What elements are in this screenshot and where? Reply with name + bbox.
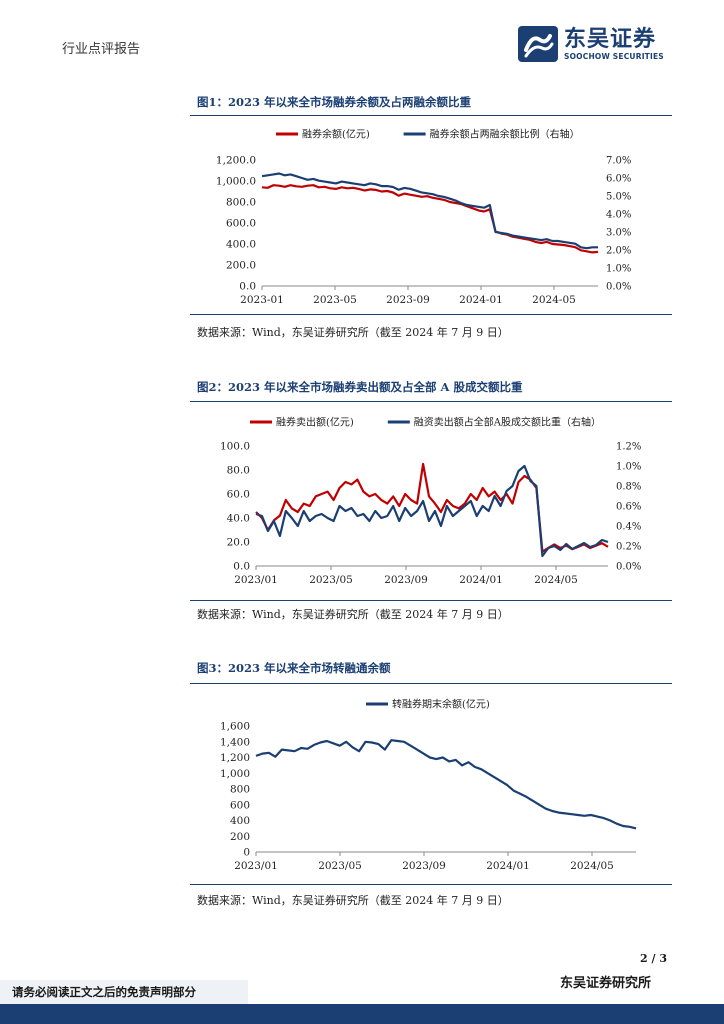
y-tick-label-1: 200.0 xyxy=(226,260,256,272)
y-tick-label-4: 800.0 xyxy=(226,197,256,209)
y2-tick-label-3: 3.0% xyxy=(606,228,631,239)
series-line-0 xyxy=(255,462,609,553)
figure-1-source: 数据来源：Wind，东吴证券研究所（截至 2024 年 7 月 9 日） xyxy=(197,326,509,339)
y-tick-label-3: 60.0 xyxy=(227,489,250,501)
y-tick-label-3: 600 xyxy=(230,799,250,811)
y-tick-label-1: 20.0 xyxy=(227,537,250,549)
y-tick-label-5: 1,000 xyxy=(220,768,250,780)
y-tick-label-3: 600.0 xyxy=(226,218,256,230)
y-tick-label-2: 400 xyxy=(230,815,250,827)
x-tick-label-4: 2024/05 xyxy=(534,574,578,586)
y-tick-label-4: 800 xyxy=(230,784,250,796)
y-tick-label-6: 1,200 xyxy=(220,752,250,764)
y-tick-label-7: 1,400 xyxy=(220,736,250,748)
y2-tick-label-0: 0.0% xyxy=(616,562,641,573)
figure-1-chart: 0.0 200.0 400.0 600.0 800.0 1,000.0 1,200.0 0.0… xyxy=(190,118,672,318)
legend-label-0: 融券余额(亿元) xyxy=(302,128,370,141)
x-tick-label-0: 2023-01 xyxy=(240,294,284,306)
y2-tick-label-2: 2.0% xyxy=(606,246,631,257)
x-tick-label-2: 2023/09 xyxy=(384,574,428,586)
figure-2-source: 数据来源：Wind，东吴证券研究所（截至 2024 年 7 月 9 日） xyxy=(197,608,509,621)
soochow-logo-icon xyxy=(518,26,558,62)
figure-3-chart: 0 200 400 600 800 1,000 1,200 1,400 1,600 2023/01… xyxy=(190,686,672,886)
figure-2-title: 图2：2023 年以来全市场融券卖出额及占全部 A 股成交额比重 xyxy=(197,380,523,394)
y2-tick-label-5: 5.0% xyxy=(606,192,631,203)
y-tick-label-1: 200 xyxy=(230,831,250,843)
y2-tick-label-2: 0.4% xyxy=(616,522,641,533)
figure-3-bottom-rule xyxy=(190,884,672,885)
y2-tick-label-1: 0.2% xyxy=(616,542,641,553)
y-tick-label-0: 0.0 xyxy=(233,561,250,573)
x-tick-label-3: 2024/01 xyxy=(459,574,503,586)
y2-tick-label-5: 1.0% xyxy=(616,462,641,473)
y-tick-label-2: 40.0 xyxy=(227,513,250,525)
x-tick-label-1: 2023-05 xyxy=(313,294,357,306)
y-tick-label-0: 0.0 xyxy=(239,281,256,293)
footer-bar xyxy=(0,1004,724,1024)
figure-3-source: 数据来源：Wind，东吴证券研究所（截至 2024 年 7 月 9 日） xyxy=(197,894,509,907)
report-type-label: 行业点评报告 xyxy=(62,42,141,57)
legend-label-1: 融券余额占两融余额比例（右轴） xyxy=(430,128,580,141)
company-logo: 东吴证券 SOOCHOW SECURITIES xyxy=(518,26,664,62)
x-tick-label-3: 2024/01 xyxy=(486,860,530,872)
y-tick-label-2: 400.0 xyxy=(226,239,256,251)
x-tick-label-4: 2024/05 xyxy=(570,860,614,872)
y-tick-label-5: 100.0 xyxy=(220,441,250,453)
figure-1-top-rule xyxy=(190,115,672,116)
figure-3-top-rule xyxy=(190,683,672,684)
figure-2-chart: 0.0 20.0 40.0 60.0 80.0 100.0 0.0% 0.2% 0.4% 0.6%… xyxy=(190,404,672,602)
legend-label-0: 转融券期末余额(亿元) xyxy=(392,698,490,711)
y-tick-label-5: 1,000.0 xyxy=(216,176,256,188)
x-tick-label-1: 2023/05 xyxy=(309,574,353,586)
y-tick-label-0: 0 xyxy=(243,847,250,859)
figure-1-title: 图1：2023 年以来全市场融券余额及占两融余额比重 xyxy=(197,95,472,109)
x-tick-label-2: 2023/09 xyxy=(402,860,446,872)
y2-tick-label-4: 0.8% xyxy=(616,482,641,493)
legend-label-1: 融资卖出额占全部A股成交额比重（右轴） xyxy=(414,416,601,429)
y2-tick-label-1: 1.0% xyxy=(606,264,631,275)
y2-tick-label-0: 0.0% xyxy=(606,282,631,293)
x-tick-label-1: 2023/05 xyxy=(318,860,362,872)
figure-2-bottom-rule xyxy=(190,600,672,601)
x-tick-label-3: 2024-01 xyxy=(459,294,503,306)
x-tick-label-0: 2023/01 xyxy=(234,860,278,872)
y-tick-label-8: 1,600 xyxy=(220,721,250,733)
y2-tick-label-6: 6.0% xyxy=(606,174,631,185)
y2-tick-label-3: 0.6% xyxy=(616,502,641,513)
footer-institute: 东吴证券研究所 xyxy=(560,976,652,991)
figure-1-bottom-rule xyxy=(190,314,672,315)
x-tick-label-4: 2024-05 xyxy=(532,294,576,306)
legend-label-0: 融券卖出额(亿元) xyxy=(276,416,354,429)
y-tick-label-4: 80.0 xyxy=(227,465,250,477)
series-line-1 xyxy=(261,172,598,250)
series-line-1 xyxy=(255,464,609,558)
y2-tick-label-4: 4.0% xyxy=(606,210,631,221)
figure-3-title: 图3：2023 年以来全市场转融通余额 xyxy=(197,661,391,675)
y-tick-label-6: 1,200.0 xyxy=(216,155,256,167)
logo-english-name: SOOCHOW SECURITIES xyxy=(564,51,664,61)
x-tick-label-0: 2023/01 xyxy=(234,574,278,586)
series-line-0 xyxy=(255,739,637,830)
x-tick-label-2: 2023-09 xyxy=(386,294,430,306)
page-number: 2 / 3 xyxy=(640,952,667,965)
logo-chinese-name: 东吴证券 xyxy=(564,26,657,52)
figure-2-top-rule xyxy=(190,401,672,402)
y2-tick-label-7: 7.0% xyxy=(606,156,631,167)
y2-tick-label-6: 1.2% xyxy=(616,442,641,453)
series-line-0 xyxy=(261,184,599,254)
disclaimer-notice[interactable]: 请务必阅读正文之后的免责声明部分 xyxy=(0,980,248,1004)
